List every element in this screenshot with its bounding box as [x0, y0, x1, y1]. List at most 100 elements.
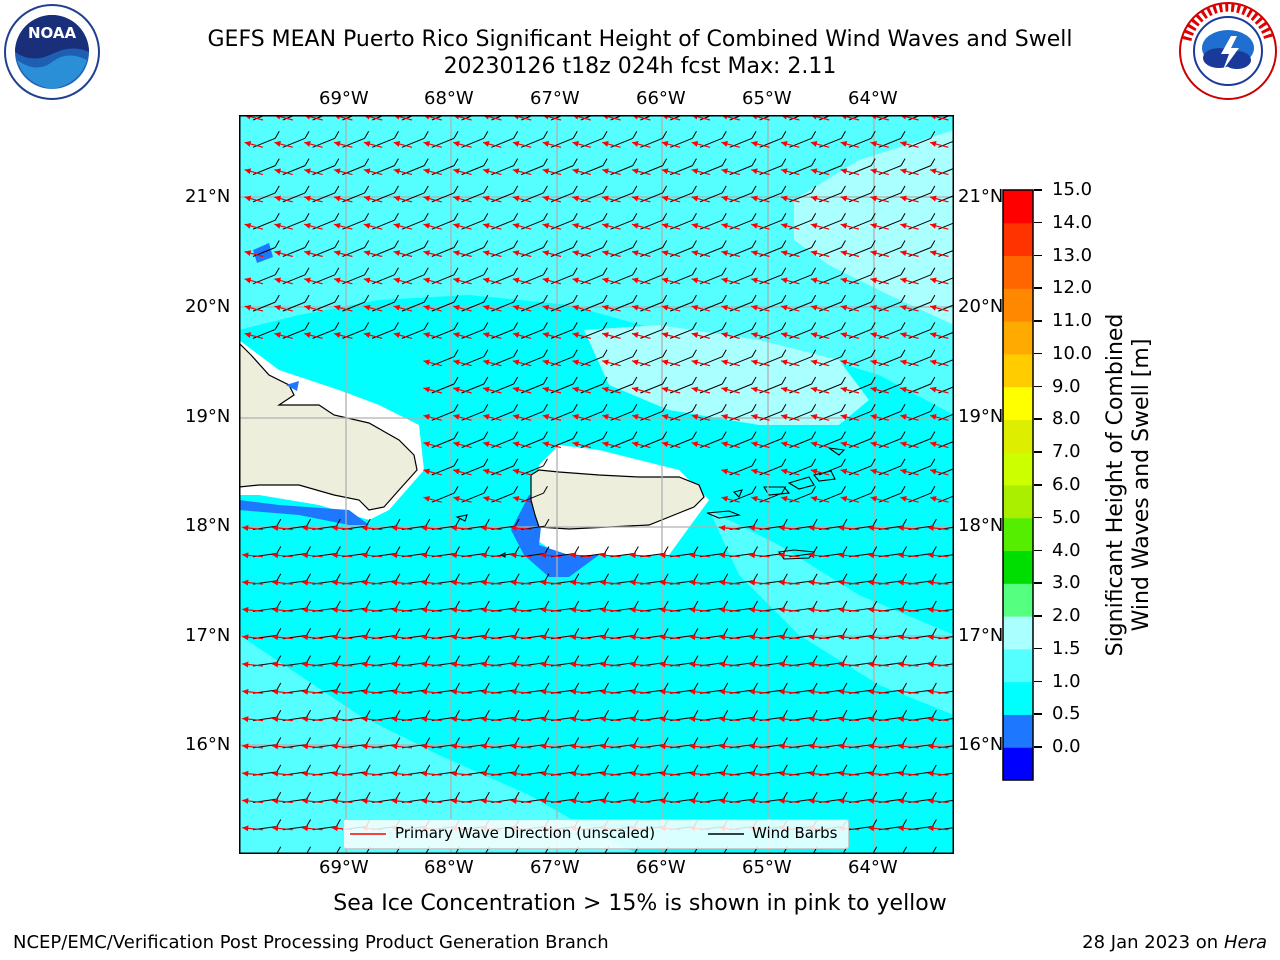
wave-direction-arrow: [751, 277, 770, 285]
colorbar-tick-label: 1.5: [1052, 637, 1081, 659]
wave-direction-arrow: [900, 495, 919, 503]
wave-direction-arrow: [274, 168, 293, 176]
wave-direction-arrow: [482, 332, 502, 339]
wave-direction-arrow: [510, 634, 532, 641]
wave-direction-arrow: [718, 606, 740, 613]
wave-direction-arrow: [778, 552, 800, 559]
wave-direction-arrow: [929, 468, 949, 476]
colorbar-bin-4: [1003, 616, 1033, 650]
lon-label-bottom-69w: 69°W: [319, 857, 369, 878]
wave-direction-arrow: [631, 414, 651, 421]
wave-direction-arrow: [602, 168, 621, 176]
wave-direction-arrow: [780, 414, 800, 421]
puerto-rico-land: [530, 469, 705, 530]
noaa-logo: NOAA: [4, 4, 100, 100]
wave-direction-arrow: [778, 688, 800, 695]
colorbar-tick-label: 15.0: [1052, 179, 1093, 200]
wave-direction-arrow: [867, 688, 889, 695]
wave-direction-arrow: [927, 579, 949, 586]
wave-direction-arrow: [631, 222, 651, 230]
wave-direction-arrow: [721, 414, 740, 421]
wave-direction-arrow: [510, 661, 532, 668]
colorbar-tick-mark: [1034, 418, 1042, 420]
wave-direction-arrow: [838, 716, 860, 723]
wave-direction-arrow: [391, 716, 413, 723]
wave-direction-arrow: [420, 743, 442, 750]
wave-direction-arrow: [361, 716, 383, 723]
wave-direction-arrow: [751, 222, 770, 230]
wave-direction-arrow: [361, 688, 383, 695]
wave-direction-legend-label: Primary Wave Direction (unscaled): [395, 824, 656, 842]
wave-direction-arrow: [301, 743, 323, 750]
wave-direction-arrow: [423, 468, 442, 476]
wave-direction-arrow: [748, 552, 770, 559]
wave-direction-arrow: [900, 468, 919, 476]
nws-logo: [1179, 2, 1277, 100]
wave-direction-arrow: [540, 743, 562, 750]
wave-direction-arrow: [512, 495, 532, 503]
wave-direction-arrow: [540, 798, 562, 804]
wave-direction-arrow: [569, 661, 591, 668]
colorbar-tick-mark: [1034, 615, 1042, 617]
wave-direction-arrow: [780, 168, 800, 176]
wave-direction-arrow: [778, 798, 800, 804]
wave-direction-arrow: [808, 606, 830, 613]
wave-direction-arrow: [331, 661, 353, 668]
wave-direction-arrow: [900, 304, 919, 312]
wave-direction-arrow: [900, 168, 919, 176]
wave-direction-arrow: [661, 414, 681, 421]
wave-field-1.5-2m-north: [239, 115, 954, 415]
colorbar-tick-label: 3.0: [1052, 572, 1081, 594]
wave-direction-arrow: [271, 661, 293, 668]
wave-direction-arrow: [450, 579, 472, 586]
wave-direction-arrow: [629, 634, 651, 641]
wave-direction-arrow: [629, 661, 651, 668]
wave-direction-arrow: [867, 798, 889, 804]
wave-direction-arrow: [691, 195, 711, 203]
lat-label-left-16n: 16°N: [185, 734, 231, 755]
wave-direction-arrow: [927, 661, 949, 668]
wave-direction-arrow: [867, 579, 889, 586]
wave-direction-arrow: [810, 222, 830, 230]
wave-field-0.5-1m-mona: [511, 495, 599, 577]
colorbar-bin-6: [1003, 550, 1033, 584]
wave-direction-arrow: [301, 770, 323, 777]
wave-direction-arrow: [897, 634, 919, 641]
wave-direction-arrow: [929, 168, 949, 176]
wave-direction-arrow: [393, 141, 413, 148]
wave-direction-arrow: [393, 277, 413, 285]
wave-direction-arrow: [718, 634, 740, 641]
wave-direction-arrow: [659, 716, 681, 723]
wave-direction-arrow: [661, 386, 681, 394]
wave-direction-arrow: [780, 332, 800, 339]
wave-direction-arrow: [542, 414, 562, 421]
wave-direction-arrow: [242, 579, 264, 586]
wave-direction-arrow: [718, 661, 740, 668]
wave-direction-arrow: [274, 222, 293, 230]
wave-direction-arrow: [304, 277, 323, 285]
wave-direction-arrow: [393, 168, 413, 176]
wave-direction-arrow: [631, 141, 651, 148]
wave-direction-arrow: [751, 195, 770, 203]
wave-direction-arrow: [393, 195, 413, 203]
wave-direction-arrow: [393, 222, 413, 230]
wave-direction-arrow: [659, 770, 681, 777]
colorbar-bin-9: [1003, 452, 1033, 486]
colorbar-tick-mark: [1034, 647, 1042, 650]
colorbar-bin-13: [1003, 321, 1033, 355]
wave-direction-arrow: [718, 525, 740, 531]
wave-direction-arrow: [480, 606, 502, 613]
wave-direction-arrow: [542, 359, 562, 367]
wave-direction-arrow: [780, 222, 800, 230]
wave-direction-arrow: [808, 552, 830, 559]
wave-direction-arrow: [301, 579, 323, 586]
wave-direction-arrow: [631, 441, 651, 449]
wave-direction-arrow: [718, 743, 740, 750]
wave-direction-arrow: [870, 332, 889, 339]
wave-direction-arrow: [661, 441, 681, 449]
colorbar-bin-1: [1003, 714, 1033, 748]
wave-direction-arrow: [602, 414, 621, 421]
wave-direction-arrow: [420, 579, 442, 586]
wave-direction-arrow: [780, 277, 800, 285]
wave-direction-arrow: [423, 495, 442, 503]
